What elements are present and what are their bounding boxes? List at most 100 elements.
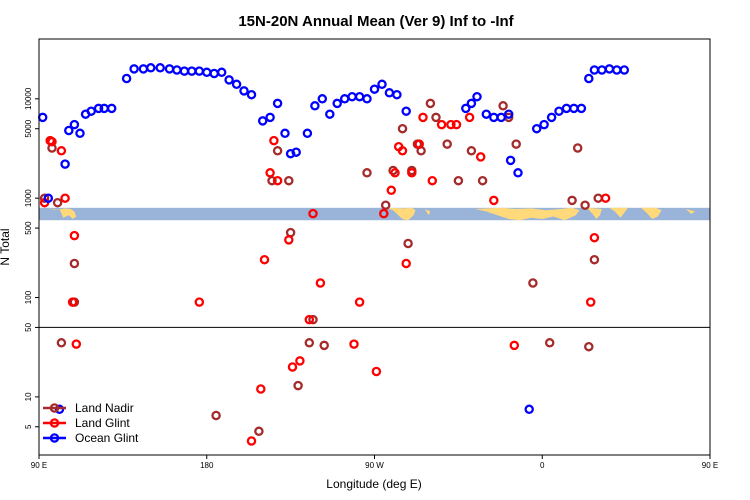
land-glint-point: [287, 362, 298, 372]
map-land: [424, 209, 431, 216]
land-glint-point: [71, 339, 82, 349]
land-nadir-point: [425, 98, 436, 109]
land-glint-point: [407, 168, 417, 178]
x-axis: 90 E 180 90 W 0 90 E: [31, 455, 718, 470]
land-nadir-point: [466, 146, 477, 156]
y-axis: 5 10 50 100 500 1000 5000 10000: [24, 87, 39, 429]
map-land: [609, 207, 628, 218]
land-nadir-point: [293, 380, 303, 391]
ocean-glint-point: [612, 65, 622, 75]
land-glint-point: [56, 146, 67, 156]
ocean-glint-point: [246, 89, 257, 100]
map-ocean: [39, 207, 710, 221]
land-glint-point: [371, 366, 382, 377]
legend-marker-land-glint: [49, 418, 60, 428]
land-glint-point: [386, 185, 397, 196]
land-glint-point: [397, 146, 408, 156]
land-nadir-point: [284, 175, 294, 186]
land-nadir-point: [544, 338, 555, 348]
ocean-glint-point: [194, 66, 205, 76]
ocean-glint-point: [539, 119, 549, 130]
ocean-glint-point: [354, 91, 365, 102]
land-glint-point: [259, 254, 270, 265]
y-tick-label: 10000: [24, 87, 33, 110]
ocean-glint-point: [472, 91, 482, 102]
land-glint-point: [489, 195, 499, 206]
land-nadir-point: [528, 278, 538, 288]
ocean-glint-point: [291, 147, 301, 157]
land-nadir-point: [272, 146, 283, 156]
ocean-glint-point: [257, 116, 268, 126]
map-land: [385, 207, 416, 221]
land-glint-point: [451, 119, 462, 130]
ocean-glint-point: [377, 79, 387, 90]
ocean-glint-point: [576, 103, 587, 114]
land-glint-point: [269, 135, 279, 146]
land-nadir-point: [584, 341, 594, 352]
ocean-glint-point: [597, 65, 607, 75]
x-axis-label: Longitude (deg E): [326, 477, 421, 491]
ocean-glint-point: [164, 64, 175, 74]
ocean-glint-point: [75, 128, 85, 139]
legend-label-land-nadir: Land Nadir: [75, 401, 134, 415]
ocean-glint-point: [489, 112, 499, 123]
ocean-glint-point: [401, 106, 411, 116]
land-nadir-point: [285, 227, 296, 238]
ocean-glint-point: [155, 63, 165, 73]
land-glint-point: [414, 139, 424, 149]
land-glint-point: [256, 384, 266, 394]
land-glint-point: [427, 175, 438, 186]
land-nadir-point: [572, 143, 583, 153]
chart-title: 15N-20N Annual Mean (Ver 9) Inf to -Inf: [238, 13, 514, 30]
land-nadir-point: [498, 101, 508, 111]
ocean-glint-point: [466, 98, 477, 109]
land-glint-point: [600, 193, 611, 203]
land-glint-point: [509, 340, 520, 351]
ocean-glint-point: [202, 67, 212, 78]
map-land: [48, 207, 77, 219]
land-glint-point: [246, 436, 257, 446]
ocean-glint-point: [317, 94, 328, 104]
land-glint-point: [272, 175, 283, 186]
ocean-glint-point: [461, 103, 471, 114]
y-tick-label: 5: [24, 424, 33, 429]
ocean-glint-point: [60, 159, 70, 169]
ocean-glint-point: [172, 65, 182, 75]
ocean-glint-point: [129, 64, 139, 74]
ocean-glint-point: [604, 64, 615, 74]
land-glint-point: [379, 208, 389, 219]
x-tick-label: 0: [540, 461, 545, 470]
ocean-glint-point: [37, 112, 48, 123]
land-nadir-point: [589, 254, 600, 265]
ocean-glint-point: [325, 109, 335, 119]
ocean-glint-point: [280, 128, 290, 139]
y-tick-label: 1000: [24, 189, 33, 207]
land-glint-point: [284, 235, 294, 245]
ocean-glint-point: [209, 68, 219, 79]
ocean-glint-point: [121, 73, 132, 84]
land-nadir-point: [39, 193, 50, 203]
world-map-band: [39, 207, 710, 221]
x-tick-label: 90 W: [365, 461, 384, 470]
ocean-glint-point: [64, 125, 74, 136]
map-land: [475, 207, 580, 221]
land-nadir-point: [69, 258, 80, 269]
land-glint-point: [47, 136, 57, 147]
ocean-glint-point: [332, 98, 342, 109]
ocean-glint-point: [54, 404, 65, 415]
land-glint-point: [69, 230, 80, 241]
ocean-glint-point: [584, 73, 594, 84]
ocean-glint-point: [138, 64, 149, 74]
ocean-glint-point: [231, 79, 242, 90]
ocean-glint-point: [569, 103, 579, 114]
land-glint-point: [475, 152, 486, 162]
legend-marker-land-nadir: [49, 403, 60, 413]
y-tick-label: 100: [24, 290, 33, 304]
land-nadir-point: [511, 139, 521, 149]
ocean-glint-point: [179, 66, 190, 76]
ocean-glint-point: [546, 112, 557, 123]
land-glint-point: [60, 193, 70, 203]
ocean-glint-point: [347, 91, 357, 102]
land-nadir-point: [211, 410, 221, 421]
land-glint-point: [308, 208, 318, 219]
